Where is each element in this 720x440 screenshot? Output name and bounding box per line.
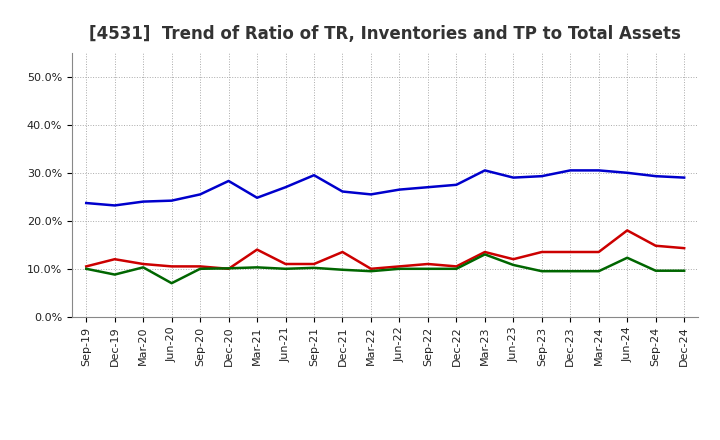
Trade Payables (395, 266, 404, 271)
Inventories (652, 173, 660, 179)
Trade Payables (196, 266, 204, 271)
Trade Payables (537, 268, 546, 274)
Line: Inventories: Inventories (86, 170, 684, 205)
Line: Trade Receivables: Trade Receivables (86, 231, 684, 269)
Trade Receivables (139, 261, 148, 267)
Trade Payables (366, 268, 375, 274)
Trade Receivables (395, 264, 404, 269)
Inventories (595, 168, 603, 173)
Inventories (310, 172, 318, 178)
Trade Receivables (82, 264, 91, 269)
Inventories (452, 182, 461, 187)
Trade Receivables (595, 249, 603, 255)
Inventories (338, 189, 347, 194)
Title: [4531]  Trend of Ratio of TR, Inventories and TP to Total Assets: [4531] Trend of Ratio of TR, Inventories… (89, 25, 681, 43)
Inventories (566, 168, 575, 173)
Trade Receivables (310, 261, 318, 267)
Trade Payables (652, 268, 660, 273)
Trade Receivables (652, 243, 660, 249)
Trade Receivables (423, 261, 432, 267)
Trade Receivables (452, 264, 461, 269)
Trade Receivables (253, 247, 261, 252)
Trade Payables (225, 266, 233, 271)
Inventories (225, 178, 233, 183)
Inventories (480, 168, 489, 173)
Inventories (680, 175, 688, 180)
Trade Receivables (680, 246, 688, 251)
Inventories (253, 195, 261, 200)
Trade Payables (167, 281, 176, 286)
Trade Receivables (623, 228, 631, 233)
Inventories (167, 198, 176, 203)
Trade Payables (110, 272, 119, 277)
Trade Payables (452, 266, 461, 271)
Inventories (110, 203, 119, 208)
Inventories (537, 173, 546, 179)
Trade Receivables (480, 249, 489, 255)
Trade Payables (680, 268, 688, 273)
Trade Receivables (338, 249, 347, 255)
Trade Receivables (282, 261, 290, 267)
Trade Receivables (366, 266, 375, 271)
Inventories (423, 184, 432, 190)
Trade Receivables (196, 264, 204, 269)
Trade Payables (253, 265, 261, 270)
Inventories (509, 175, 518, 180)
Trade Receivables (167, 264, 176, 269)
Inventories (395, 187, 404, 192)
Inventories (366, 192, 375, 197)
Trade Receivables (509, 257, 518, 262)
Line: Trade Payables: Trade Payables (86, 254, 684, 283)
Inventories (282, 184, 290, 190)
Trade Payables (566, 268, 575, 274)
Inventories (196, 192, 204, 197)
Trade Payables (310, 265, 318, 271)
Trade Receivables (566, 249, 575, 255)
Trade Payables (480, 252, 489, 257)
Trade Payables (509, 262, 518, 268)
Trade Receivables (110, 257, 119, 262)
Inventories (139, 199, 148, 204)
Trade Payables (282, 266, 290, 271)
Inventories (82, 200, 91, 205)
Trade Payables (423, 266, 432, 271)
Trade Payables (82, 266, 91, 271)
Trade Payables (623, 255, 631, 260)
Trade Payables (139, 265, 148, 270)
Inventories (623, 170, 631, 176)
Trade Receivables (225, 266, 233, 271)
Trade Payables (595, 268, 603, 274)
Trade Receivables (537, 249, 546, 255)
Trade Payables (338, 267, 347, 272)
